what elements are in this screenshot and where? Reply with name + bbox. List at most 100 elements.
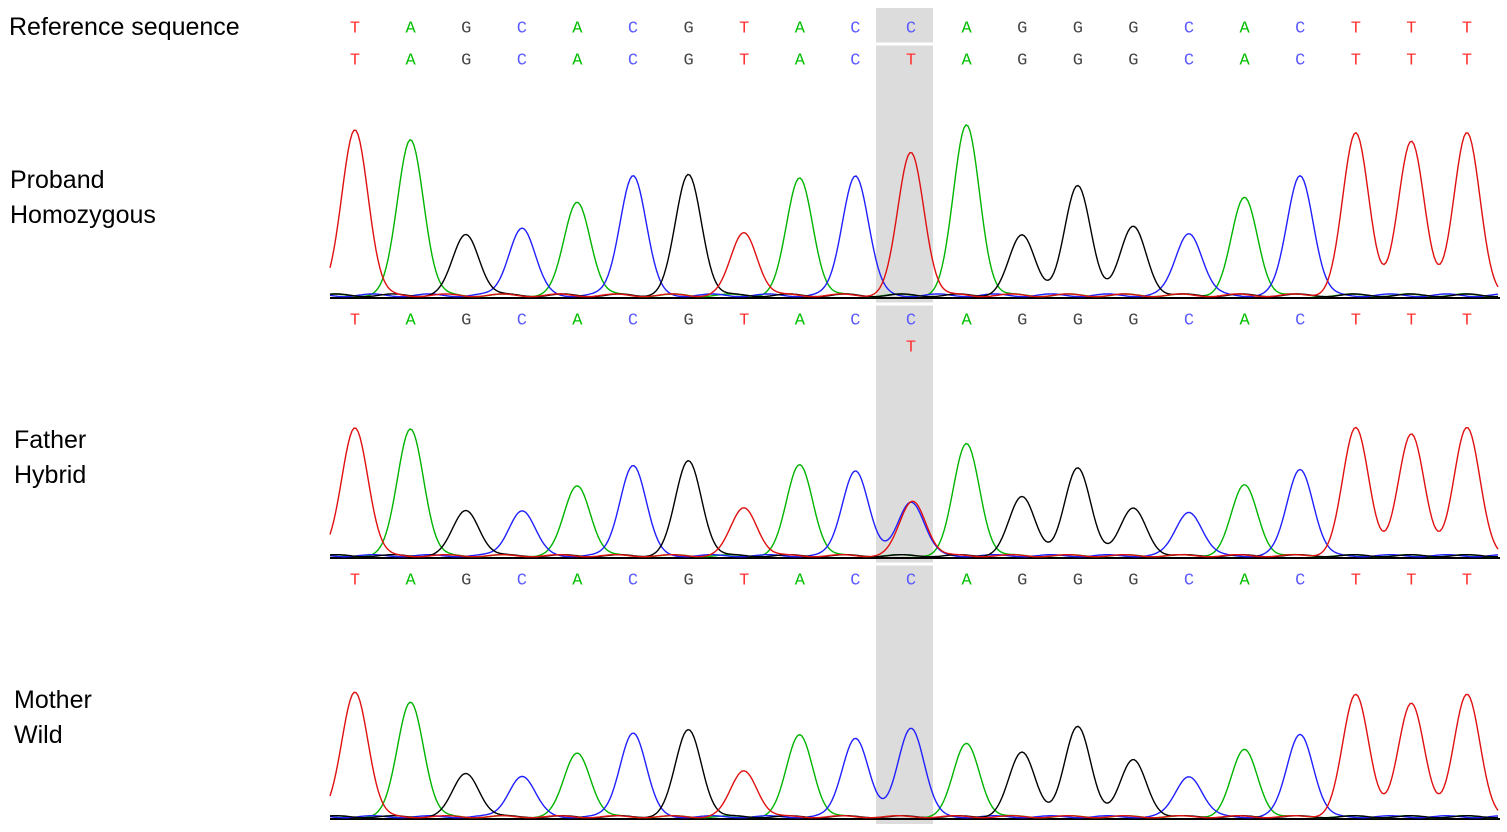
base-call: G <box>1073 311 1083 330</box>
base-call: A <box>961 51 972 70</box>
base-call: T <box>1351 51 1361 70</box>
base-call: G <box>1073 571 1083 590</box>
reference-base: T <box>1406 19 1416 38</box>
base-call: G <box>683 51 693 70</box>
base-call: A <box>961 571 972 590</box>
base-call: A <box>572 51 583 70</box>
base-call: T <box>739 51 749 70</box>
base-call: C <box>517 311 527 330</box>
reference-base: C <box>1184 19 1194 38</box>
reference-base: G <box>461 19 471 38</box>
base-call: A <box>1239 311 1250 330</box>
base-call: A <box>405 311 416 330</box>
trace-C <box>329 174 1499 298</box>
base-call: C <box>1184 571 1194 590</box>
base-call: C <box>628 311 638 330</box>
reference-base: C <box>628 19 638 38</box>
sample-genotype: Homozygous <box>10 201 156 229</box>
base-call: T <box>1462 571 1472 590</box>
base-call: G <box>1073 51 1083 70</box>
reference-base: T <box>1462 19 1472 38</box>
base-call: T <box>1462 311 1472 330</box>
base-call: C <box>850 571 860 590</box>
reference-base: C <box>850 19 860 38</box>
reference-base: G <box>683 19 693 38</box>
reference-base: G <box>1073 19 1083 38</box>
base-call: A <box>795 571 806 590</box>
base-call: T <box>1351 311 1361 330</box>
base-call: T <box>1406 51 1416 70</box>
variant-highlight <box>876 8 933 824</box>
base-call: T <box>906 51 916 70</box>
base-call: G <box>1017 571 1027 590</box>
base-call: G <box>461 311 471 330</box>
reference-label: Reference sequence <box>9 13 240 41</box>
base-call: A <box>795 311 806 330</box>
reference-base: A <box>1239 19 1250 38</box>
reference-base: C <box>517 19 527 38</box>
base-call: C <box>850 311 860 330</box>
base-call: G <box>461 51 471 70</box>
base-call: A <box>572 311 583 330</box>
reference-base: G <box>1128 19 1138 38</box>
reference-base: T <box>739 19 749 38</box>
sample-name: Proband <box>10 166 105 194</box>
reference-base: C <box>906 19 916 38</box>
sample-genotype: Wild <box>14 721 63 749</box>
reference-base: A <box>961 19 972 38</box>
sample-name: Father <box>14 426 86 454</box>
base-call: T <box>739 571 749 590</box>
base-call: C <box>906 311 916 330</box>
trace-T <box>329 691 1499 819</box>
sample-genotype: Hybrid <box>14 461 86 489</box>
base-call: G <box>683 571 693 590</box>
reference-base: G <box>1017 19 1027 38</box>
base-call: C <box>628 571 638 590</box>
base-call: C <box>1295 51 1305 70</box>
base-call: C <box>850 51 860 70</box>
base-call: T <box>1406 311 1416 330</box>
base-call: G <box>1128 51 1138 70</box>
reference-base: T <box>350 19 360 38</box>
base-call: C <box>517 51 527 70</box>
base-call: A <box>572 571 583 590</box>
base-call: C <box>517 571 527 590</box>
reference-base: T <box>1351 19 1361 38</box>
trace-C <box>329 464 1499 558</box>
base-call: C <box>1184 51 1194 70</box>
base-call: C <box>906 571 916 590</box>
base-call: A <box>405 51 416 70</box>
base-call: A <box>961 311 972 330</box>
base-call: T <box>1462 51 1472 70</box>
base-call: G <box>1128 311 1138 330</box>
base-call: A <box>1239 571 1250 590</box>
base-call: T <box>1406 571 1416 590</box>
base-call: A <box>795 51 806 70</box>
base-call: G <box>1017 311 1027 330</box>
reference-base: C <box>1295 19 1305 38</box>
trace-T <box>329 426 1499 558</box>
base-call: C <box>1184 311 1194 330</box>
base-call: G <box>1017 51 1027 70</box>
base-call: G <box>1128 571 1138 590</box>
base-call: C <box>628 51 638 70</box>
reference-base: A <box>795 19 806 38</box>
reference-base: A <box>405 19 416 38</box>
base-call: A <box>405 571 416 590</box>
trace-T <box>329 129 1499 298</box>
base-call: T <box>739 311 749 330</box>
base-call: T <box>1351 571 1361 590</box>
base-call: C <box>1295 571 1305 590</box>
trace-C <box>329 727 1499 819</box>
base-call: A <box>1239 51 1250 70</box>
base-call: T <box>906 338 916 357</box>
base-call: T <box>350 51 360 70</box>
base-call: G <box>461 571 471 590</box>
base-call: T <box>350 311 360 330</box>
base-call: C <box>1295 311 1305 330</box>
base-call: G <box>683 311 693 330</box>
base-call: T <box>350 571 360 590</box>
sample-name: Mother <box>14 686 92 714</box>
